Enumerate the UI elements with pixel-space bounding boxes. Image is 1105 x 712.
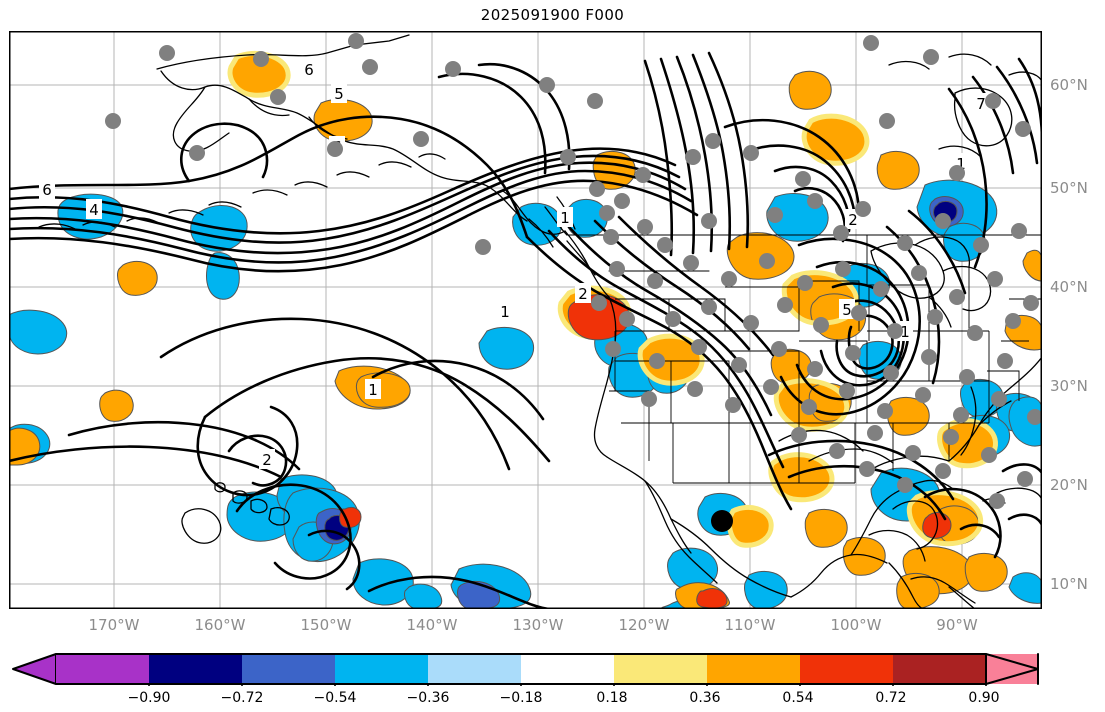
lon-label-140w: 140°W [406, 616, 458, 634]
lon-label-110w: 110°W [724, 616, 776, 634]
colorbar-tick-6: 0.36 [689, 690, 721, 706]
colorbar-tick-5: 0.18 [596, 690, 628, 706]
colorbar-swatches [12, 653, 1039, 686]
lat-label-30n: 30°N [1050, 377, 1088, 395]
lat-label-40n: 40°N [1050, 278, 1088, 296]
colorbar-tick-8: 0.72 [875, 690, 907, 706]
svg-text:5: 5 [842, 301, 852, 319]
lon-label-150w: 150°W [300, 616, 352, 634]
colorbar-tick-7: 0.54 [782, 690, 814, 706]
svg-text:1: 1 [956, 155, 966, 173]
colorbar-under-arrow [12, 653, 57, 685]
colorbar-tick-3: −0.36 [406, 690, 450, 706]
map-frame [9, 31, 1042, 609]
lon-label-130w: 130°W [512, 616, 564, 634]
svg-text:2: 2 [578, 285, 588, 303]
colorbar[interactable] [9, 652, 1042, 686]
map-axes: 6 4 6 6 4 [9, 31, 1042, 609]
svg-text:1: 1 [560, 209, 570, 227]
lat-label-10n: 10°N [1050, 575, 1088, 593]
svg-text:2: 2 [262, 451, 272, 469]
lon-label-170w: 170°W [88, 616, 140, 634]
colorbar-tick-2: −0.54 [313, 690, 357, 706]
lon-label-100w: 100°W [830, 616, 882, 634]
svg-text:7: 7 [976, 95, 986, 113]
colorbar-tick-1: −0.72 [220, 690, 264, 706]
figure-title: 2025091900 F000 [480, 6, 625, 24]
station-markers[interactable] [105, 33, 1042, 509]
svg-text:1: 1 [368, 381, 378, 399]
svg-text:5: 5 [334, 85, 344, 103]
colorbar-tick-9: 0.90 [968, 690, 1000, 706]
lon-label-160w: 160°W [194, 616, 246, 634]
lon-label-90w: 90°W [936, 616, 978, 634]
map-plot: 6 4 6 6 4 [9, 31, 1042, 609]
svg-text:6: 6 [42, 181, 52, 199]
colorbar-tick-0: −0.90 [127, 690, 171, 706]
lon-label-120w: 120°W [618, 616, 670, 634]
lat-label-60n: 60°N [1050, 76, 1088, 94]
svg-text:1: 1 [900, 323, 910, 341]
lat-label-50n: 50°N [1050, 179, 1088, 197]
svg-text:2: 2 [848, 211, 858, 229]
svg-text:6: 6 [304, 61, 314, 79]
svg-text:1: 1 [500, 303, 510, 321]
lat-label-20n: 20°N [1050, 476, 1088, 494]
svg-text:4: 4 [89, 201, 99, 219]
highlight-station-marker[interactable] [711, 510, 733, 532]
colorbar-tick-4: −0.18 [499, 690, 543, 706]
